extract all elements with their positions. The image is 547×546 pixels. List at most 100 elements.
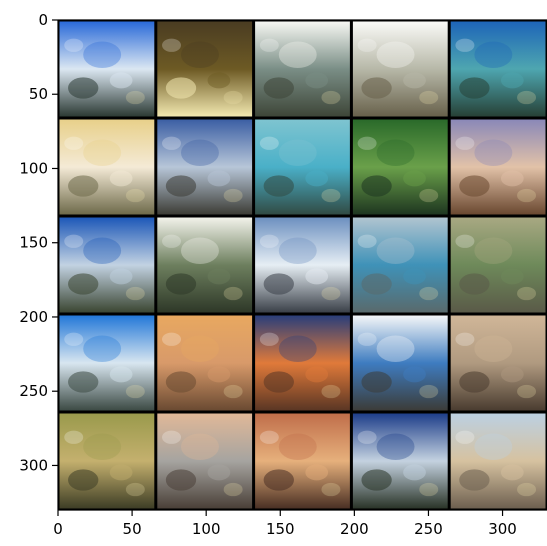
tile-texture-blotch [474, 139, 513, 167]
tile-texture-blotch [181, 237, 219, 265]
tile-texture-blotch [165, 371, 197, 393]
tile-texture-blotch [162, 234, 181, 248]
x-tick-label: 100 [192, 520, 221, 538]
tile-texture-blotch [68, 469, 99, 491]
tile-texture-blotch [357, 38, 377, 52]
tile-texture-blotch [162, 136, 181, 150]
tile-texture-blotch [181, 433, 219, 461]
tile-texture-blotch [455, 430, 475, 444]
tile-texture-blotch [223, 90, 243, 105]
tile-texture-blotch [455, 38, 475, 52]
tile-texture-blotch [321, 384, 341, 399]
y-axis-ticks: 0 50 100 150 200 250 300 [19, 11, 58, 474]
tile-texture-blotch [125, 188, 145, 203]
image-tile-blue-sky-coast [59, 21, 155, 117]
image-tile-azure-coast [59, 315, 155, 411]
tile-texture-blotch [376, 139, 415, 167]
tile-texture-blotch [125, 482, 145, 497]
image-tile-dark-yellow-blotch [157, 21, 253, 117]
image-tile-rust-sunset [255, 413, 350, 509]
image-tile-yellow-beige-field [59, 119, 155, 215]
tile-texture-blotch [263, 175, 294, 197]
tile-texture-blotch [517, 384, 537, 399]
tile-fill [157, 21, 253, 117]
x-tick-label: 50 [123, 520, 142, 538]
tile-texture-blotch [207, 72, 231, 89]
tile-texture-blotch [361, 273, 392, 295]
tile-fill [157, 119, 253, 215]
tile-texture-blotch [403, 72, 426, 89]
tile-texture-blotch [64, 136, 84, 150]
tile-texture-blotch [321, 482, 341, 497]
tile-fill [450, 315, 546, 411]
y-tick-label: 50 [29, 85, 48, 103]
image-tile-blue-sky-field [59, 217, 155, 313]
tile-texture-blotch [459, 371, 490, 393]
tile-texture-blotch [278, 433, 317, 461]
tile-fill [59, 119, 155, 215]
tile-fill [59, 413, 155, 509]
tile-texture-blotch [207, 268, 231, 285]
image-tiles [59, 21, 546, 509]
tile-texture-blotch [263, 273, 294, 295]
image-tile-blue-grey-shore [157, 119, 253, 215]
tile-texture-blotch [278, 335, 317, 363]
tile-texture-blotch [517, 188, 537, 203]
image-tile-pale-blue-sand [450, 413, 546, 509]
tile-texture-blotch [500, 464, 524, 481]
tile-texture-blotch [278, 41, 317, 69]
tile-texture-blotch [259, 332, 279, 346]
tile-fill [352, 315, 448, 411]
tile-fill [59, 217, 155, 313]
tile-texture-blotch [419, 286, 439, 301]
x-tick-label: 300 [488, 520, 517, 538]
tile-texture-blotch [64, 430, 84, 444]
tile-texture-blotch [419, 482, 439, 497]
tile-texture-blotch [357, 332, 377, 346]
image-tile-green-forest [352, 119, 448, 215]
tile-fill [352, 21, 448, 117]
image-tile-olive-haze [450, 217, 546, 313]
tile-texture-blotch [278, 139, 317, 167]
tile-texture-blotch [125, 90, 145, 105]
image-tile-blue-white-rocks [255, 217, 350, 313]
tile-texture-blotch [263, 371, 294, 393]
image-tile-white-blue-shore [352, 315, 448, 411]
tile-texture-blotch [474, 433, 513, 461]
tile-texture-blotch [165, 175, 197, 197]
image-tile-orange-dunes [157, 315, 253, 411]
image-tile-deep-blue-bay [352, 413, 448, 509]
tile-texture-blotch [68, 371, 99, 393]
tile-texture-blotch [223, 384, 243, 399]
tile-texture-blotch [305, 268, 329, 285]
tile-texture-blotch [223, 482, 243, 497]
tile-texture-blotch [361, 371, 392, 393]
tile-texture-blotch [517, 90, 537, 105]
tile-texture-blotch [403, 268, 426, 285]
tile-texture-blotch [305, 72, 329, 89]
image-tile-bright-haze [352, 21, 448, 117]
tile-texture-blotch [162, 38, 181, 52]
image-tile-cyan-sea [255, 119, 350, 215]
tile-texture-blotch [109, 366, 133, 383]
tile-fill [352, 413, 448, 509]
tile-fill [255, 413, 350, 509]
tile-texture-blotch [419, 90, 439, 105]
tile-texture-blotch [64, 38, 84, 52]
x-axis-ticks: 0 50 100 150 200 250 300 [53, 510, 517, 538]
y-tick-label: 0 [38, 11, 48, 29]
tile-texture-blotch [321, 286, 341, 301]
tile-texture-blotch [403, 464, 426, 481]
tile-texture-blotch [109, 72, 133, 89]
tile-texture-blotch [165, 273, 197, 295]
tile-texture-blotch [68, 77, 99, 99]
tile-texture-blotch [165, 77, 197, 99]
y-tick-label: 150 [19, 234, 48, 252]
tile-fill [450, 217, 546, 313]
tile-texture-blotch [207, 170, 231, 187]
tile-texture-blotch [165, 469, 197, 491]
tile-texture-blotch [125, 286, 145, 301]
image-tile-white-green-trees [157, 217, 253, 313]
tile-texture-blotch [321, 188, 341, 203]
